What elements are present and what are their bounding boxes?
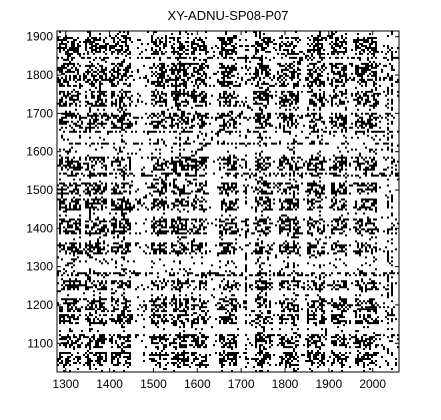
- y-tick-label: 1800: [26, 68, 53, 82]
- x-tick-label: 1300: [52, 377, 79, 391]
- x-tick-label: 1700: [228, 377, 255, 391]
- x-tick-label: 1800: [272, 377, 299, 391]
- x-tick-label: 2000: [359, 377, 386, 391]
- y-tick-label: 1400: [26, 221, 53, 235]
- x-tick-label: 1900: [315, 377, 342, 391]
- y-axis: 1100 1200 1300 1400 1500 1600 1700 1800 1900: [26, 30, 399, 350]
- heatmap-marks: [57, 31, 399, 372]
- y-tick-label: 1500: [26, 183, 53, 197]
- x-tick-label: 1400: [96, 377, 123, 391]
- y-tick-label: 1100: [27, 336, 53, 350]
- x-tick-label: 1600: [184, 377, 211, 391]
- y-tick-label: 1200: [26, 298, 53, 312]
- chart-title: XY-ADNU-SP08-P07: [168, 8, 289, 23]
- y-tick-label: 1700: [26, 106, 53, 120]
- x-axis: 1300 1400 1500 1600 1700 1800 1900 2000: [52, 31, 386, 391]
- y-tick-label: 1600: [26, 145, 53, 159]
- x-tick-label: 1500: [140, 377, 167, 391]
- heatmap-dots: [57, 31, 399, 372]
- y-tick-label: 1300: [26, 260, 53, 274]
- plot-frame: [56, 30, 400, 373]
- y-tick-label: 1900: [26, 30, 53, 44]
